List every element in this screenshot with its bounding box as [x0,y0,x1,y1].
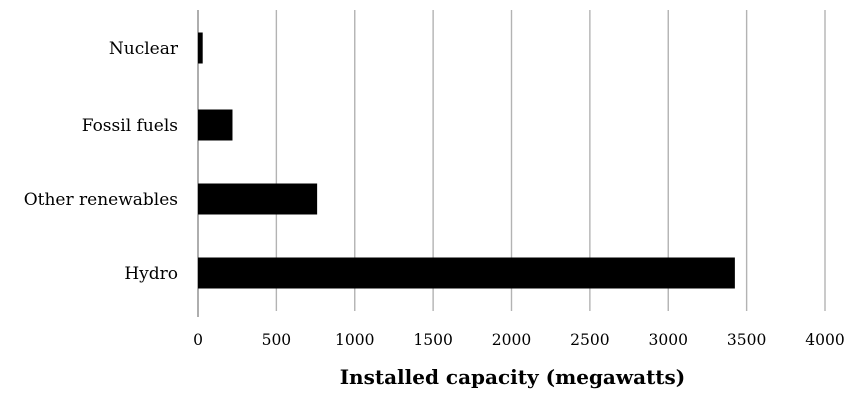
x-tick-labels: 0 500 1000 1500 2000 2500 3000 3500 4000 [193,331,845,349]
x-tick-label: 3500 [727,331,766,349]
x-tick-label: 3000 [649,331,688,349]
x-tick-label: 1000 [335,331,374,349]
bars [198,32,735,289]
x-tick-label: 500 [262,331,292,349]
category-label: Hydro [124,264,178,284]
x-tick-label: 4000 [805,331,844,349]
x-tick-label: 0 [193,331,203,349]
x-tick-label: 2000 [492,331,531,349]
category-label: Nuclear [109,39,179,59]
bar-hydro [198,257,735,289]
category-labels: Nuclear Fossil fuels Other renewables Hydro [24,39,179,284]
x-axis-title: Installed capacity (megawatts) [340,365,686,389]
bar-nuclear [198,32,203,64]
bar-other-renewables [198,183,318,215]
x-tick-label: 2500 [570,331,609,349]
category-label: Other renewables [24,190,178,210]
category-label: Fossil fuels [82,116,178,136]
bar-fossil-fuels [198,109,233,141]
gridlines [275,10,826,311]
x-tick-label: 1500 [413,331,452,349]
